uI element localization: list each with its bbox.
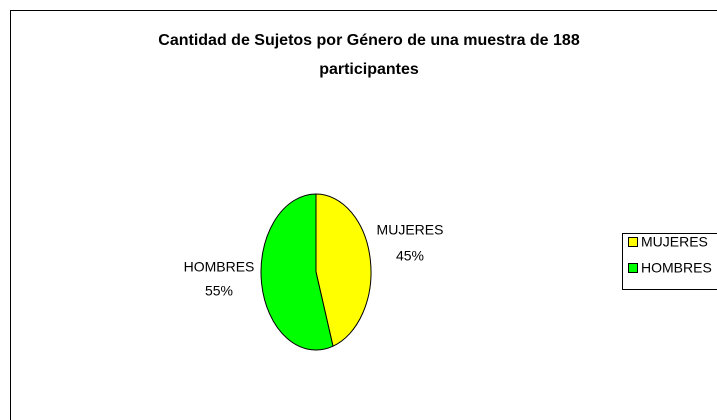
data-label-category: HOMBRES (184, 259, 255, 275)
data-label-category: MUJERES (377, 222, 444, 238)
legend-label: MUJERES (641, 234, 708, 250)
legend-swatch (628, 263, 638, 273)
legend-swatch (628, 237, 638, 247)
chart-title: Cantidad de Sujetos por Género de una mu… (158, 32, 580, 78)
data-label-value: 55% (205, 283, 233, 299)
legend-box (622, 233, 717, 290)
data-label-value: 45% (396, 248, 424, 264)
legend-label: HOMBRES (641, 260, 712, 276)
chart-frame (10, 10, 717, 420)
pie-slice (260, 193, 334, 351)
pie-slice (315, 193, 372, 347)
